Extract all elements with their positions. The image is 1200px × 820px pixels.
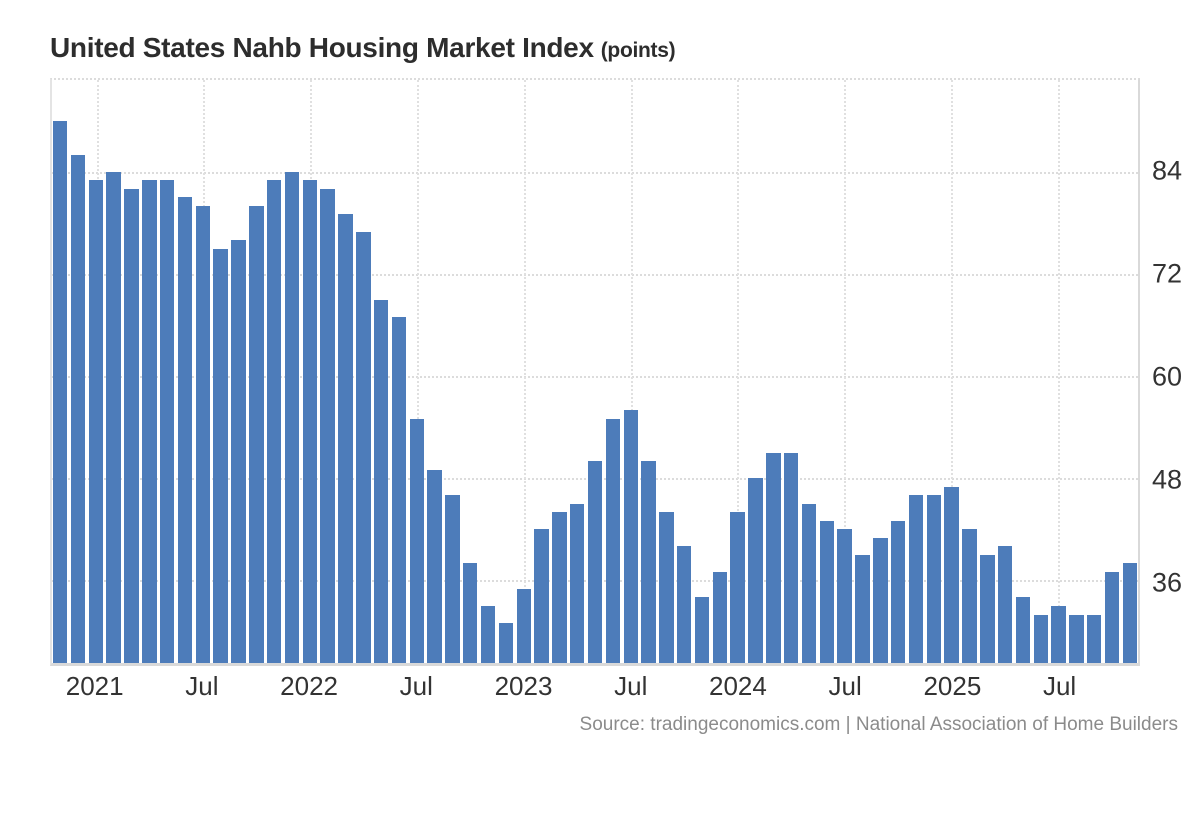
- y-gridline-84: [52, 171, 1138, 174]
- x-axis-tick-label: 2024: [709, 671, 767, 701]
- x-gridline-2025: [951, 80, 954, 663]
- x-axis-tick-label: Jul: [185, 671, 219, 701]
- bar-apr-2025[interactable]: [997, 546, 1013, 663]
- x-axis-tick-label: Jul: [828, 671, 862, 701]
- bar-feb-2023[interactable]: [534, 529, 549, 663]
- bar-apr-2024[interactable]: [783, 452, 799, 663]
- bar-jan-2023[interactable]: [516, 588, 531, 663]
- bar-aug-2021[interactable]: [213, 248, 228, 663]
- bar-dec-2020[interactable]: [70, 154, 86, 663]
- bar-series: [52, 80, 1138, 663]
- bar-oct-2024[interactable]: [890, 520, 906, 663]
- bar-mar-2023[interactable]: [552, 512, 567, 663]
- y-axis-tick-label-36: 36: [1152, 567, 1183, 598]
- x-gridline-2024: [737, 80, 740, 663]
- bar-jul-2023[interactable]: [623, 410, 638, 663]
- bar-sep-2025[interactable]: [1087, 614, 1102, 663]
- bar-jan-2022[interactable]: [302, 180, 318, 663]
- bar-feb-2024[interactable]: [748, 478, 763, 663]
- bar-jun-2025[interactable]: [1033, 614, 1048, 663]
- x-axis-tick-label: Jul: [399, 671, 433, 701]
- x-gridline-jul: [844, 80, 847, 663]
- bar-jul-2024[interactable]: [837, 529, 852, 663]
- bar-dec-2024[interactable]: [926, 495, 942, 663]
- bar-feb-2021[interactable]: [106, 171, 121, 663]
- y-axis-tick-label-48: 48: [1152, 464, 1183, 495]
- bar-sep-2024[interactable]: [873, 537, 888, 663]
- bar-nov-2023[interactable]: [694, 597, 710, 663]
- bar-apr-2023[interactable]: [570, 503, 585, 663]
- x-gridline-jul: [1057, 80, 1060, 663]
- bar-oct-2021[interactable]: [249, 205, 264, 663]
- bar-jan-2024[interactable]: [730, 512, 745, 663]
- chart-plot-area: [50, 78, 1140, 666]
- bar-may-2023[interactable]: [587, 461, 603, 663]
- bar-may-2021[interactable]: [159, 180, 175, 663]
- bar-sep-2022[interactable]: [445, 495, 460, 663]
- bar-jul-2025[interactable]: [1051, 605, 1066, 663]
- bar-jun-2024[interactable]: [819, 520, 835, 663]
- x-axis-tick-label: 2021: [65, 671, 124, 701]
- x-axis-tick-label: Jul: [614, 671, 648, 701]
- bar-may-2024[interactable]: [801, 503, 817, 663]
- bar-oct-2023[interactable]: [676, 546, 692, 663]
- bar-oct-2022[interactable]: [463, 563, 478, 663]
- bar-nov-2022[interactable]: [480, 605, 496, 663]
- x-gridline-jul: [416, 80, 419, 663]
- bar-feb-2022[interactable]: [320, 188, 335, 663]
- source-attribution: Source: tradingeconomics.com | National …: [579, 714, 1178, 735]
- bar-mar-2024[interactable]: [766, 452, 781, 663]
- bar-nov-2021[interactable]: [266, 180, 282, 663]
- bar-dec-2021[interactable]: [284, 171, 300, 663]
- bar-jul-2022[interactable]: [409, 418, 424, 663]
- y-axis-tick-label-72: 72: [1152, 258, 1183, 289]
- bar-jan-2025[interactable]: [944, 486, 959, 663]
- y-gridline-60: [52, 376, 1138, 379]
- chart-unit-label: (points): [600, 39, 676, 62]
- bar-jul-2021[interactable]: [195, 205, 211, 663]
- y-axis-tick-label-60: 60: [1152, 361, 1183, 392]
- bar-jan-2021[interactable]: [88, 180, 104, 663]
- x-axis-tick-label: 2023: [494, 671, 553, 701]
- bar-sep-2023[interactable]: [659, 512, 674, 663]
- bar-jun-2021[interactable]: [177, 197, 193, 663]
- bar-aug-2025[interactable]: [1069, 614, 1084, 663]
- bar-nov-2024[interactable]: [908, 495, 924, 663]
- x-axis-tick-label: Jul: [1042, 671, 1077, 701]
- bar-apr-2022[interactable]: [356, 231, 371, 663]
- bar-mar-2022[interactable]: [338, 214, 353, 663]
- bar-dec-2023[interactable]: [712, 571, 728, 663]
- bar-mar-2025[interactable]: [980, 554, 995, 663]
- bar-feb-2025[interactable]: [962, 529, 977, 663]
- x-axis-tick-label: 2022: [280, 671, 339, 701]
- bar-nov-2020[interactable]: [53, 120, 68, 663]
- bar-may-2022[interactable]: [373, 299, 389, 663]
- x-gridline-jul: [630, 80, 633, 663]
- bar-apr-2021[interactable]: [142, 180, 157, 663]
- bar-jun-2023[interactable]: [605, 418, 621, 663]
- bar-aug-2023[interactable]: [641, 461, 656, 663]
- x-axis-tick-label: 2025: [923, 671, 982, 701]
- bar-aug-2024[interactable]: [855, 554, 870, 663]
- bar-oct-2025[interactable]: [1104, 571, 1120, 663]
- y-axis-tick-label-84: 84: [1152, 155, 1183, 186]
- bar-dec-2022[interactable]: [498, 623, 514, 663]
- bar-nov-2025[interactable]: [1122, 563, 1138, 663]
- y-gridline-72: [52, 274, 1138, 277]
- x-gridline-2023: [523, 80, 526, 663]
- bar-jun-2022[interactable]: [391, 316, 407, 663]
- bar-sep-2021[interactable]: [231, 240, 246, 663]
- chart-title-text: United States Nahb Housing Market Index: [50, 32, 594, 63]
- bar-mar-2021[interactable]: [124, 188, 139, 663]
- bar-may-2025[interactable]: [1015, 597, 1031, 663]
- bar-aug-2022[interactable]: [427, 469, 442, 663]
- chart-title: United States Nahb Housing Market Index (…: [50, 32, 676, 64]
